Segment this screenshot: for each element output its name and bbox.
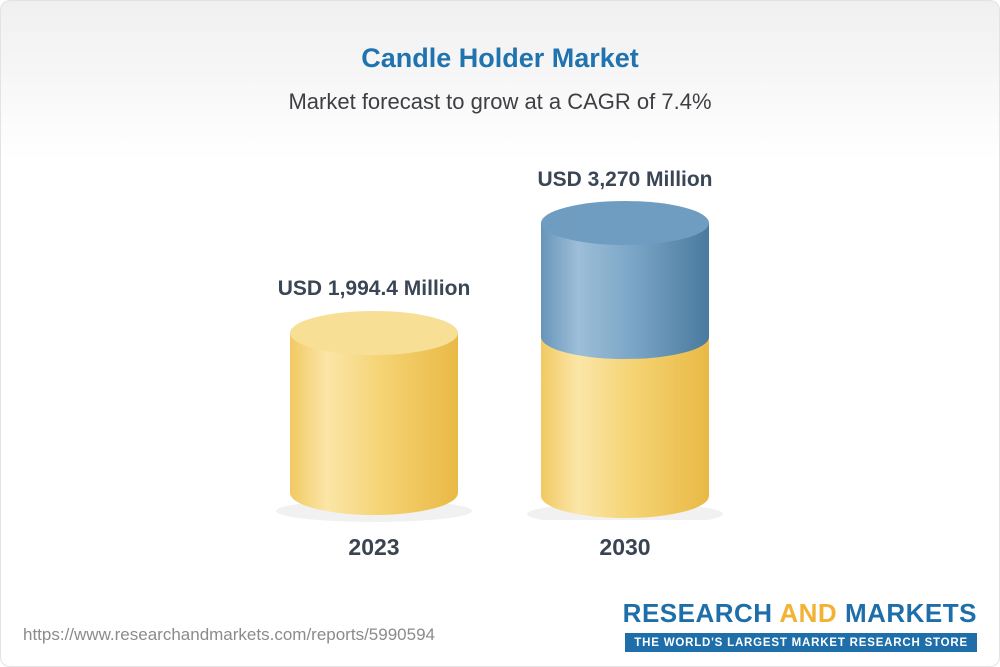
value-label-2030: USD 3,270 Million (537, 168, 713, 191)
logo-word-markets: MARKETS (844, 598, 977, 628)
logo-word-research: RESEARCH (622, 598, 773, 628)
report-url-link[interactable]: https://www.researchandmarkets.com/repor… (23, 625, 435, 644)
bar-2023-body (290, 333, 458, 515)
chart-title: Candle Holder Market (361, 43, 639, 73)
bar-2030-growth-segment (541, 223, 709, 359)
logo-wordmark: RESEARCH AND MARKETS (623, 598, 977, 629)
chart-subtitle: Market forecast to grow at a CAGR of 7.4… (288, 89, 712, 114)
category-label-2030: 2030 (599, 534, 651, 560)
category-label-2023: 2023 (348, 534, 400, 560)
research-and-markets-logo: RESEARCH AND MARKETS THE WORLD'S LARGEST… (623, 598, 977, 652)
bar-2030-cylinder (527, 201, 723, 520)
logo-tagline: THE WORLD'S LARGEST MARKET RESEARCH STOR… (625, 633, 977, 652)
bar-2023-top (290, 311, 458, 355)
bar-2023-cylinder (276, 311, 472, 522)
value-label-2023: USD 1,994.4 Million (277, 277, 471, 300)
logo-word-and: AND (779, 598, 838, 628)
bar-2030-top (541, 201, 709, 245)
bar-2030-base-segment (541, 337, 709, 518)
